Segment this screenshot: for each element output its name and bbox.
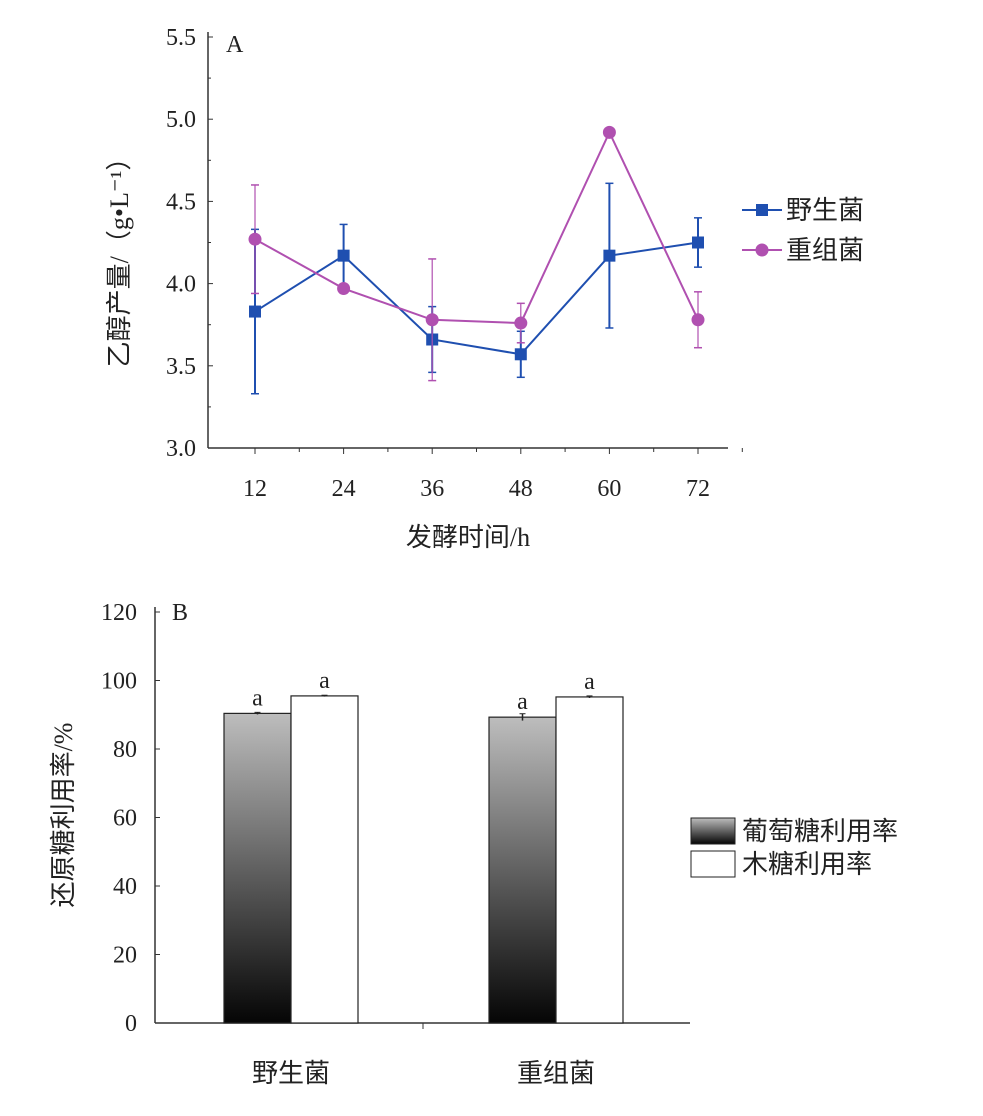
legend-marker xyxy=(756,204,768,216)
x-tick-label: 12 xyxy=(243,476,267,502)
data-point-square xyxy=(249,305,261,318)
chart-a: 3.0 3.5 4.0 4.5 5.0 5.5 12 24 36 48 60 72 发酵时间/h 乙醇产量… xyxy=(105,25,864,552)
x-tick-label: 72 xyxy=(686,476,710,502)
bar xyxy=(555,696,624,1024)
legend-label: 重组菌 xyxy=(786,236,864,265)
series-line xyxy=(254,129,699,325)
series-line xyxy=(254,241,699,356)
y-tick-label: 3.0 xyxy=(166,436,196,462)
legend-swatch xyxy=(690,817,736,845)
y-tick-label: 120 xyxy=(101,600,137,626)
x-tick-label: 48 xyxy=(509,476,533,502)
x-tick-label: 野生菌 xyxy=(252,1059,330,1088)
data-point-circle xyxy=(514,316,528,330)
y-axis-label: 乙醇产量/（g•L⁻¹） xyxy=(105,145,134,368)
y-tick-label: 5.5 xyxy=(166,25,196,51)
data-point-circle xyxy=(248,232,262,246)
bar xyxy=(223,712,292,1024)
bar xyxy=(290,695,359,1024)
y-tick-label: 4.0 xyxy=(166,272,196,298)
significance-label: a xyxy=(252,685,263,711)
y-tick-label: 80 xyxy=(113,737,137,763)
data-point-circle xyxy=(425,313,439,327)
x-tick-label: 36 xyxy=(420,476,444,502)
y-tick-label: 60 xyxy=(113,806,137,832)
significance-label: a xyxy=(319,668,330,694)
y-tick-label: 100 xyxy=(101,669,137,695)
x-axis-label: 发酵时间/h xyxy=(406,523,530,552)
panel-label: B xyxy=(172,600,188,626)
legend-label: 木糖利用率 xyxy=(742,850,872,879)
y-tick-label: 4.5 xyxy=(166,189,196,215)
legend-label: 野生菌 xyxy=(786,196,864,225)
legend-swatch xyxy=(690,850,736,878)
significance-label: a xyxy=(584,669,595,695)
y-tick-label: 0 xyxy=(125,1011,137,1037)
y-tick-label: 40 xyxy=(113,874,137,900)
y-tick-label: 5.0 xyxy=(166,107,196,133)
data-point-circle xyxy=(337,282,351,296)
data-point-square xyxy=(337,249,350,262)
data-point-circle xyxy=(602,125,616,139)
data-point-square xyxy=(692,236,704,249)
y-axis-label: 还原糖利用率/% xyxy=(49,723,78,908)
panel-label: A xyxy=(226,32,244,58)
chart-b: 0 20 40 60 80 100 120 还原糖利用率/% B 野生菌 a a 重组菌 a a 葡萄糖利用率… xyxy=(49,600,898,1088)
x-tick-label: 60 xyxy=(597,476,621,502)
significance-label: a xyxy=(517,689,528,715)
x-tick-label: 重组菌 xyxy=(517,1059,595,1088)
legend-label: 葡萄糖利用率 xyxy=(742,817,898,846)
legend-marker xyxy=(755,243,769,257)
data-point-square xyxy=(514,348,527,361)
data-point-square xyxy=(603,249,616,262)
data-point-circle xyxy=(691,313,705,327)
y-tick-label: 3.5 xyxy=(166,354,196,380)
bar xyxy=(488,716,557,1024)
x-tick-label: 24 xyxy=(332,476,356,502)
y-tick-label: 20 xyxy=(113,943,137,969)
